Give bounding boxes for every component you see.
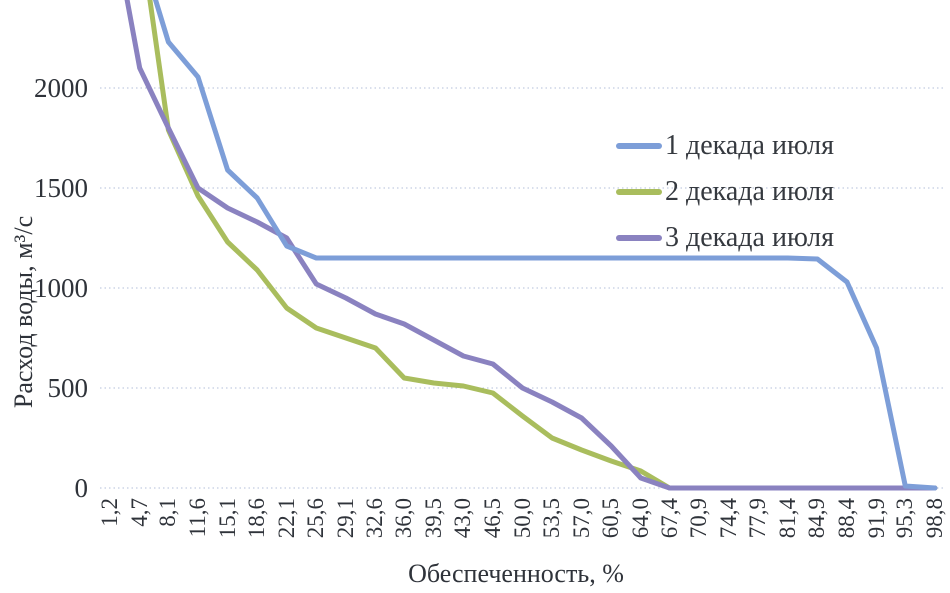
- x-tick-label-39,5: 39,5: [420, 498, 446, 539]
- x-tick-label-91,9: 91,9: [863, 498, 889, 539]
- y-tick-label-2000: 2000: [34, 73, 88, 103]
- x-tick-label-36,0: 36,0: [391, 498, 417, 539]
- legend-item-decade-2: 2 декада июля: [616, 169, 834, 215]
- legend-line-swatch-2: [616, 189, 662, 195]
- x-axis-title: Обеспеченность, %: [408, 559, 624, 588]
- x-tick-label-98,8: 98,8: [921, 498, 947, 539]
- legend-label-3: 3 декада июля: [665, 222, 835, 253]
- x-tick-label-57,0: 57,0: [568, 498, 594, 539]
- legend-line-swatch-3: [616, 235, 662, 241]
- legend-item-decade-1: 1 декада июля: [616, 123, 834, 169]
- series-line-3: [124, 0, 938, 491]
- x-tick-label-22,1: 22,1: [273, 498, 299, 539]
- y-tick-label-500: 500: [47, 373, 89, 403]
- y-tick-label-1500: 1500: [34, 173, 88, 203]
- legend-item-decade-3: 3 декада июля: [616, 215, 834, 261]
- x-tick-label-8,1: 8,1: [155, 498, 181, 527]
- x-tick-label-84,9: 84,9: [804, 498, 830, 539]
- x-tick-label-11,6: 11,6: [185, 498, 211, 538]
- series-line-1: [152, 0, 938, 491]
- x-tick-label-50,0: 50,0: [509, 498, 535, 539]
- x-tick-label-43,0: 43,0: [450, 498, 476, 539]
- x-tick-label-60,5: 60,5: [598, 498, 624, 539]
- y-tick-label-1000: 1000: [34, 273, 88, 303]
- x-tick-label-15,1: 15,1: [214, 498, 240, 539]
- x-tick-label-1,2: 1,2: [97, 498, 123, 527]
- x-tick-label-18,6: 18,6: [244, 498, 270, 539]
- x-tick-label-74,4: 74,4: [715, 498, 741, 539]
- y-tick-label-0: 0: [74, 473, 89, 503]
- x-tick-label-64,0: 64,0: [627, 498, 653, 539]
- x-tick-label-53,5: 53,5: [539, 498, 565, 539]
- x-tick-label-46,5: 46,5: [479, 498, 505, 539]
- legend-label-1: 1 декада июля: [665, 130, 835, 161]
- x-tick-label-67,4: 67,4: [656, 498, 682, 539]
- legend-label-2: 2 декада июля: [665, 176, 835, 207]
- x-tick-label-88,4: 88,4: [833, 498, 859, 539]
- x-tick-label-81,4: 81,4: [774, 498, 800, 539]
- legend: 1 декада июля 2 декада июля 3 декада июл…: [616, 123, 834, 261]
- x-tick-label-25,6: 25,6: [303, 498, 329, 539]
- legend-line-swatch-1: [616, 143, 662, 149]
- x-tick-label-32,6: 32,6: [362, 498, 388, 539]
- x-tick-label-29,1: 29,1: [332, 498, 358, 539]
- x-tick-label-95,3: 95,3: [892, 498, 918, 539]
- y-axis-title: Расход воды, м³/с: [9, 215, 38, 409]
- x-tick-label-77,9: 77,9: [745, 498, 771, 539]
- x-tick-label-70,9: 70,9: [686, 498, 712, 539]
- x-tick-label-4,7: 4,7: [126, 498, 152, 527]
